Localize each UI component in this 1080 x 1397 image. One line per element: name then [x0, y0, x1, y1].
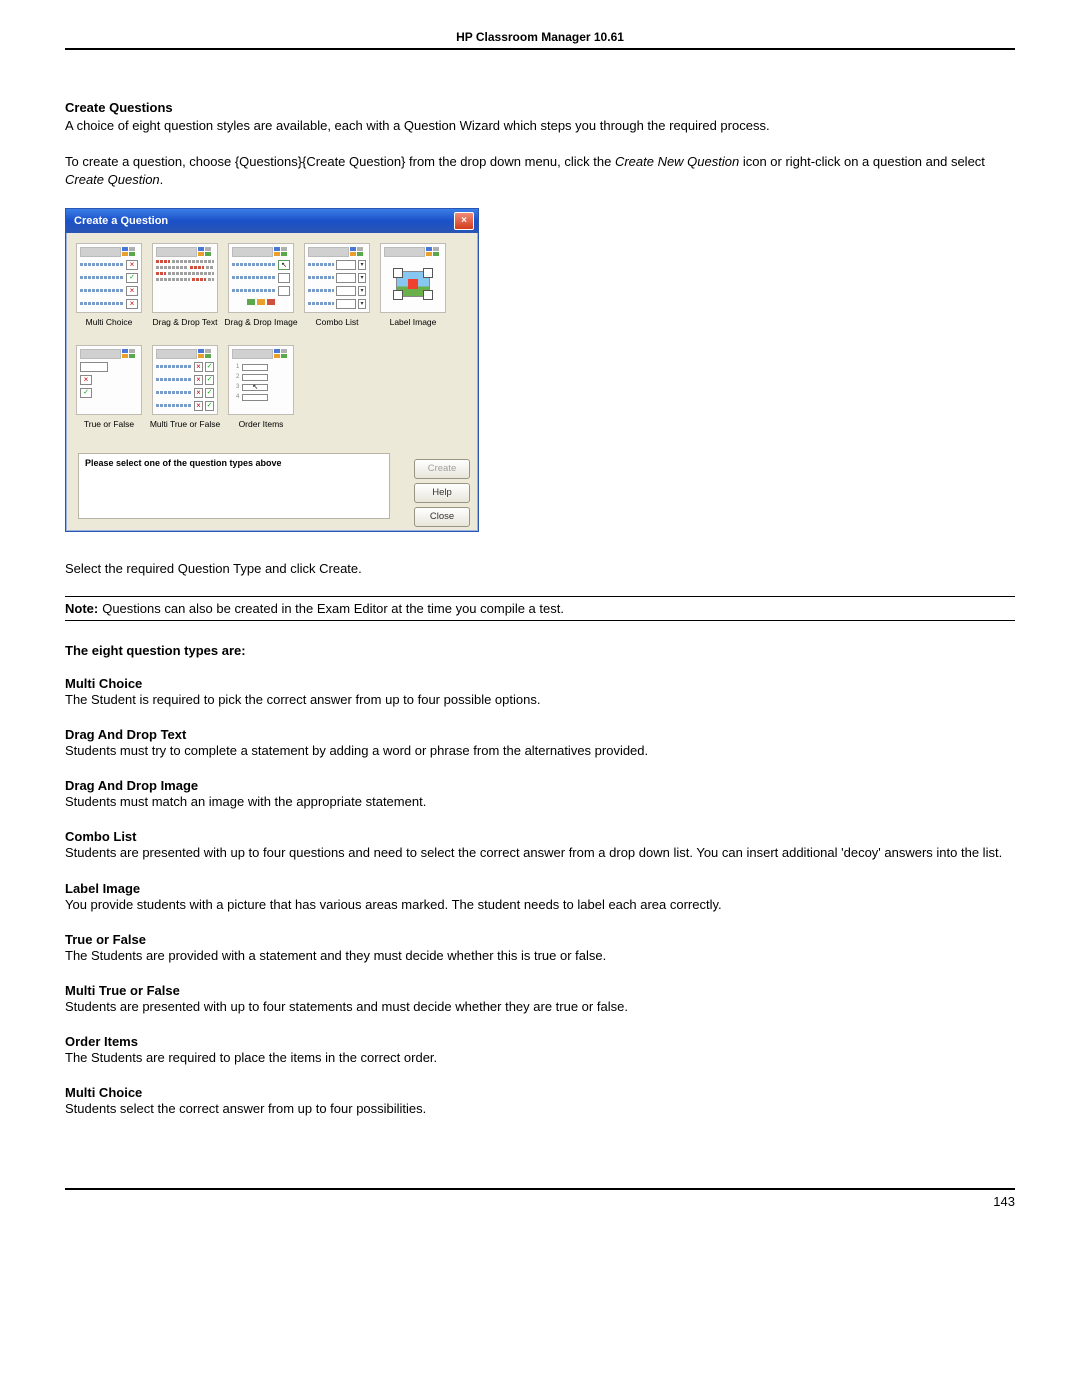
- qtype-desc: Students are presented with up to four q…: [65, 844, 1015, 862]
- dialog-title: Create a Question: [74, 215, 168, 227]
- qtype-true-false[interactable]: True or False: [78, 345, 140, 429]
- qtype-label: Drag & Drop Text: [152, 317, 217, 327]
- qtype-label: Multi Choice: [86, 317, 133, 327]
- close-icon[interactable]: ×: [454, 212, 474, 230]
- qtype-multi-true-false[interactable]: Multi True or False: [154, 345, 216, 429]
- qtype-label: Multi True or False: [150, 419, 220, 429]
- qtype-label: Label Image: [390, 317, 437, 327]
- dialog-instruction-box: Please select one of the question types …: [78, 453, 390, 519]
- intro-paragraph-2: To create a question, choose {Questions}…: [65, 153, 1015, 189]
- qtype-heading: Drag And Drop Text: [65, 727, 1015, 742]
- close-button[interactable]: Close: [414, 507, 470, 527]
- intro-p2-italic-2: Create Question: [65, 172, 160, 187]
- qtype-label-image[interactable]: Label Image: [382, 243, 444, 327]
- qtype-desc: The Students are required to place the i…: [65, 1049, 1015, 1067]
- document-header: HP Classroom Manager 10.61: [65, 30, 1015, 50]
- qtype-desc: Students are presented with up to four s…: [65, 998, 1015, 1016]
- help-button[interactable]: Help: [414, 483, 470, 503]
- intro-p2-a: To create a question, choose {Questions}…: [65, 154, 615, 169]
- qtype-label: Order Items: [239, 419, 284, 429]
- qtype-desc: Students must try to complete a statemen…: [65, 742, 1015, 760]
- qtype-label: Drag & Drop Image: [224, 317, 297, 327]
- qtype-desc: The Student is required to pick the corr…: [65, 691, 1015, 709]
- note-text: Questions can also be created in the Exa…: [102, 601, 564, 616]
- qtype-multi-choice[interactable]: Multi Choice: [78, 243, 140, 327]
- types-heading: The eight question types are:: [65, 643, 1015, 658]
- qtype-desc: The Students are provided with a stateme…: [65, 947, 1015, 965]
- qtype-drag-drop-text[interactable]: Drag & Drop Text: [154, 243, 216, 327]
- create-questions-heading: Create Questions: [65, 100, 1015, 115]
- qtype-label: Combo List: [316, 317, 359, 327]
- qtype-desc: You provide students with a picture that…: [65, 896, 1015, 914]
- qtype-heading: Combo List: [65, 829, 1015, 844]
- qtype-heading: True or False: [65, 932, 1015, 947]
- intro-p2-c: .: [160, 172, 164, 187]
- intro-p2-italic-1: Create New Question: [615, 154, 739, 169]
- intro-paragraph-1: A choice of eight question styles are av…: [65, 117, 1015, 135]
- qtype-label: True or False: [84, 419, 134, 429]
- qtype-heading: Order Items: [65, 1034, 1015, 1049]
- create-button[interactable]: Create: [414, 459, 470, 479]
- page-footer: 143: [65, 1188, 1015, 1209]
- qtype-heading: Drag And Drop Image: [65, 778, 1015, 793]
- qtype-heading: Label Image: [65, 881, 1015, 896]
- qtype-desc: Students must match an image with the ap…: [65, 793, 1015, 811]
- qtype-combo-list[interactable]: Combo List: [306, 243, 368, 327]
- qtype-drag-drop-image[interactable]: Drag & Drop Image: [230, 243, 292, 327]
- page-number: 143: [993, 1194, 1015, 1209]
- qtype-order-items[interactable]: 1 2 3 4 Order Items: [230, 345, 292, 429]
- qtype-heading: Multi True or False: [65, 983, 1015, 998]
- qtype-desc: Students select the correct answer from …: [65, 1100, 1015, 1118]
- intro-p2-b: icon or right-click on a question and se…: [739, 154, 985, 169]
- qtype-heading: Multi Choice: [65, 676, 1015, 691]
- note-row: Note: Questions can also be created in t…: [65, 596, 1015, 621]
- note-label: Note:: [65, 601, 98, 616]
- dialog-titlebar: Create a Question ×: [66, 209, 478, 233]
- after-dialog-text: Select the required Question Type and cl…: [65, 560, 1015, 578]
- qtype-heading: Multi Choice: [65, 1085, 1015, 1100]
- dialog-instruction: Please select one of the question types …: [85, 458, 282, 468]
- create-question-dialog: Create a Question ×: [65, 208, 1015, 532]
